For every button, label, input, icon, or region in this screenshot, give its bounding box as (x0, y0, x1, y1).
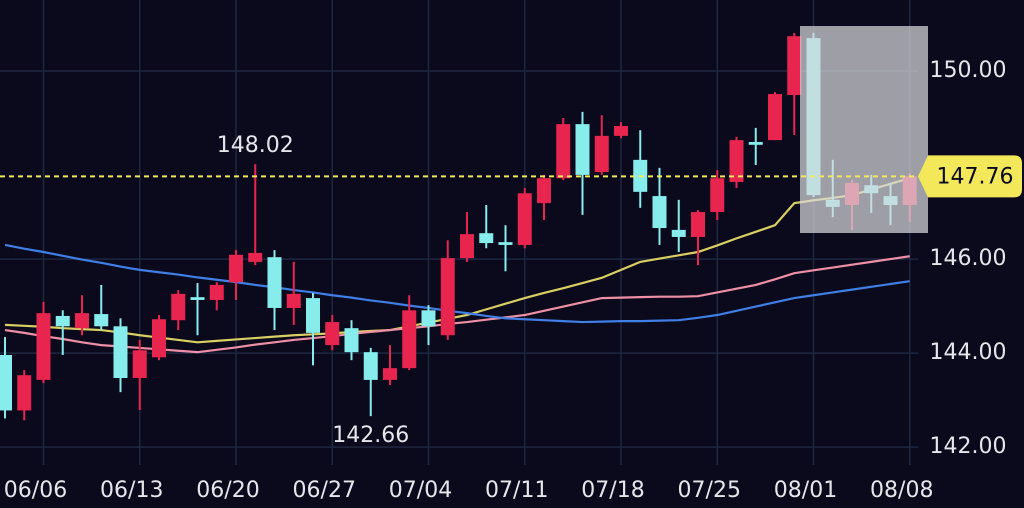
x-tick-label: 06/13 (100, 478, 163, 503)
high-label: 148.02 (217, 133, 294, 158)
candle-body (556, 124, 571, 179)
candle-body (248, 252, 263, 262)
x-tick-label: 07/11 (485, 478, 548, 503)
candle-body (36, 313, 51, 380)
candle-body (710, 178, 725, 213)
candle-body (748, 141, 763, 145)
candle-body (671, 229, 686, 237)
selection-highlight (800, 26, 928, 233)
candle-body (768, 94, 782, 141)
candle-body (729, 140, 744, 182)
x-tick-label: 06/06 (4, 478, 67, 503)
low-label: 142.66 (332, 423, 409, 448)
candle-body (94, 314, 109, 327)
candle-body (537, 178, 551, 204)
last-price-label: 147.76 (937, 164, 1014, 189)
x-tick-label: 07/25 (678, 478, 741, 503)
candle-body (75, 313, 89, 329)
candle-body (517, 193, 532, 245)
y-tick-label: 150.00 (930, 58, 1007, 83)
candle-body (652, 196, 667, 229)
candle-body (152, 319, 166, 358)
x-tick-label: 07/18 (581, 478, 644, 503)
moving-average-line (4, 243, 910, 324)
x-tick-label: 08/08 (870, 478, 933, 503)
candle-body (132, 350, 147, 379)
candle-body (479, 233, 494, 244)
candle-body (363, 352, 378, 380)
candle-body (575, 124, 590, 175)
last-price-badge (918, 155, 1022, 198)
candle-body (498, 242, 513, 245)
candle-body (17, 375, 32, 411)
candle-body (787, 36, 802, 95)
candle-body (440, 258, 455, 336)
candle-body (55, 315, 70, 327)
labels: 142.00 144.00 146.00 150.00 06/06 06/13 06/20 0… (0, 58, 1022, 503)
candle-body (171, 293, 186, 321)
candle-body (594, 135, 609, 173)
candle-body (421, 310, 436, 327)
y-tick-label: 146.00 (930, 246, 1007, 271)
candle-body (306, 298, 320, 333)
candle-body (286, 293, 301, 308)
candle-body (344, 328, 359, 353)
x-tick-label: 08/01 (774, 478, 837, 503)
candle-body (113, 326, 128, 379)
candle-body (267, 257, 282, 308)
y-tick-label: 142.00 (930, 434, 1007, 459)
candle-body (691, 212, 705, 237)
candle-body (383, 368, 397, 380)
candle-body (460, 234, 474, 259)
candle-body (229, 254, 243, 283)
candle-body (190, 297, 205, 300)
candle-body (402, 310, 417, 369)
x-tick-label: 07/04 (389, 478, 452, 503)
candle-body (325, 322, 340, 346)
x-tick-label: 06/20 (196, 478, 259, 503)
y-tick-label: 144.00 (930, 340, 1007, 365)
candle-body (0, 354, 12, 411)
x-tick-label: 06/27 (293, 478, 356, 503)
candle-body (614, 126, 628, 136)
candle-body (209, 284, 224, 300)
